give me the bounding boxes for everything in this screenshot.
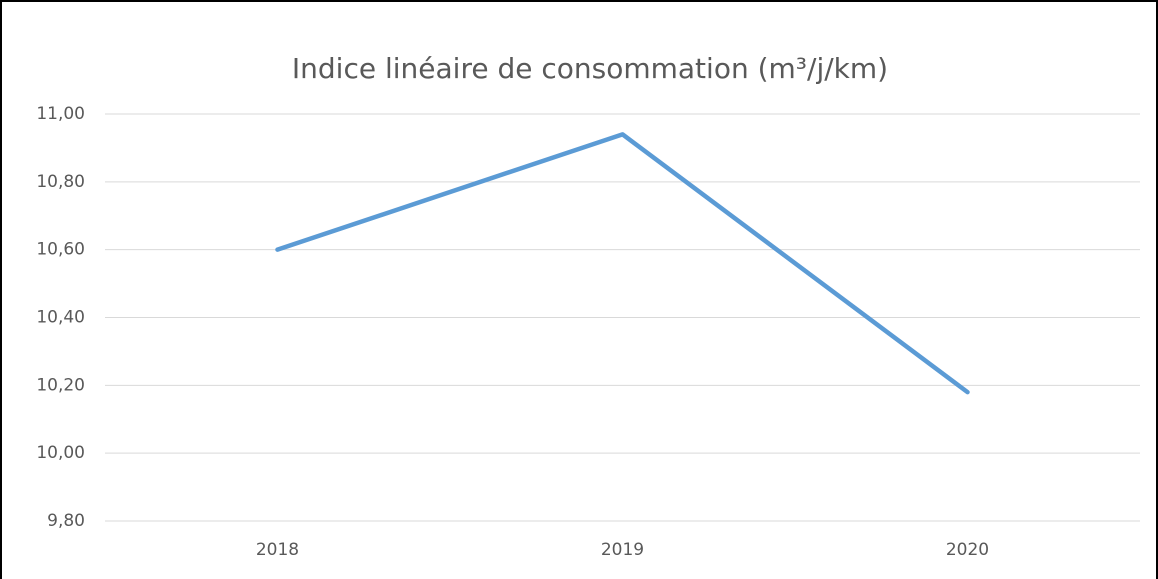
- x-tick-label: 2019: [601, 540, 644, 560]
- x-tick-label: 2020: [946, 540, 989, 560]
- y-tick-label: 10,60: [36, 240, 85, 260]
- y-tick-label: 10,20: [36, 375, 85, 395]
- y-tick-label: 10,80: [36, 172, 85, 192]
- x-tick-label: 2018: [256, 540, 299, 560]
- y-tick-label: 10,40: [36, 308, 85, 328]
- y-tick-label: 10,00: [36, 443, 85, 463]
- chart-title: Indice linéaire de consommation (m³/j/km…: [292, 52, 888, 85]
- data-line: [275, 132, 970, 395]
- y-tick-label: 9,80: [47, 511, 85, 531]
- y-tick-label: 11,00: [36, 104, 85, 124]
